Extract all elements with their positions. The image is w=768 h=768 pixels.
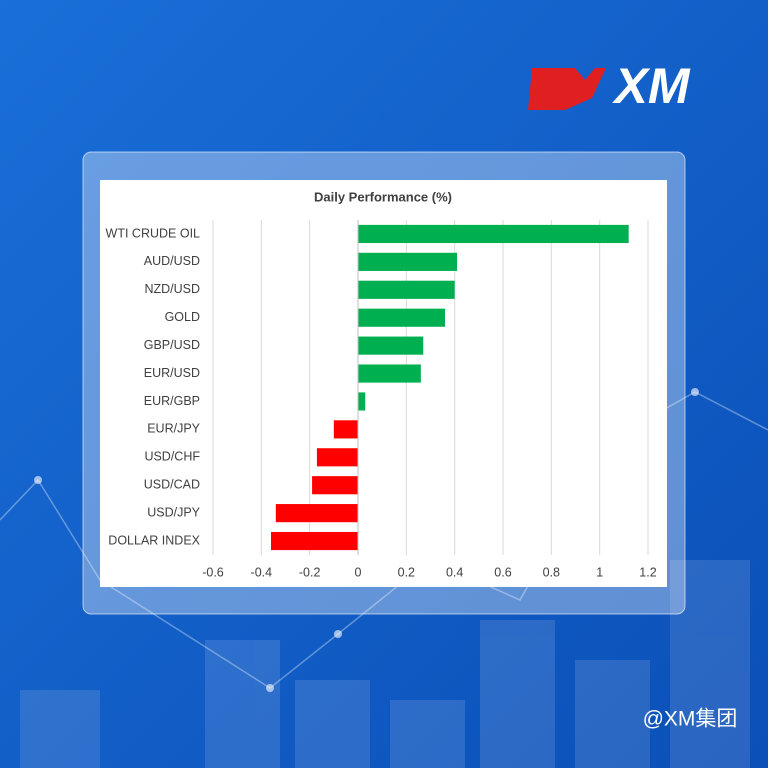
- y-tick-label: EUR/GBP: [144, 394, 200, 408]
- chart-title: Daily Performance (%): [314, 189, 452, 204]
- logo-mark: [528, 68, 606, 110]
- x-tick-label: 0.4: [446, 565, 463, 579]
- bar: [358, 224, 629, 244]
- x-tick-label: 0: [355, 565, 362, 579]
- y-tick-label: USD/CHF: [144, 450, 200, 464]
- plot: -0.6 -0.4 -0.2 0 0.2 0.4 0.6 0.8 1 1.2 WTI CRUDE O…: [106, 220, 657, 579]
- y-tick-label: USD/CAD: [144, 478, 200, 492]
- bar: [358, 308, 445, 327]
- y-tick-label: GBP/USD: [144, 338, 200, 352]
- bar: [275, 504, 358, 523]
- watermark: @XM集团: [643, 708, 738, 731]
- bar: [333, 420, 358, 439]
- logo-text: XM: [612, 58, 691, 114]
- x-tick-label: 0.2: [398, 565, 415, 579]
- y-tick-label: USD/JPY: [147, 505, 200, 519]
- decor-bars: [20, 560, 750, 768]
- y-tick-label: WTI CRUDE OIL: [106, 226, 200, 240]
- bar: [312, 476, 358, 495]
- y-tick-label: AUD/USD: [144, 254, 200, 268]
- decor-dots: [34, 388, 699, 692]
- x-tick-label: 0.6: [494, 565, 511, 579]
- x-tick-label: -0.2: [299, 565, 321, 579]
- bar: [271, 531, 358, 551]
- x-tick-label: 0.8: [543, 565, 560, 579]
- logo: XM: [528, 58, 691, 114]
- bar: [358, 336, 424, 355]
- bar: [358, 392, 366, 411]
- y-tick-label: DOLLAR INDEX: [108, 533, 200, 547]
- bar: [358, 280, 455, 299]
- x-tick-label: -0.6: [202, 565, 224, 579]
- y-tick-label: NZD/USD: [144, 282, 200, 296]
- x-tick-label: -0.4: [251, 565, 273, 579]
- y-tick-label: GOLD: [165, 310, 200, 324]
- chart-area: [100, 180, 667, 587]
- y-tick-label: EUR/JPY: [147, 422, 200, 436]
- x-tick-label: 1: [596, 565, 603, 579]
- bar: [358, 364, 421, 383]
- y-tick-label: EUR/USD: [144, 366, 200, 380]
- bar: [358, 252, 458, 271]
- bar: [316, 448, 358, 467]
- x-tick-label: 1.2: [639, 565, 656, 579]
